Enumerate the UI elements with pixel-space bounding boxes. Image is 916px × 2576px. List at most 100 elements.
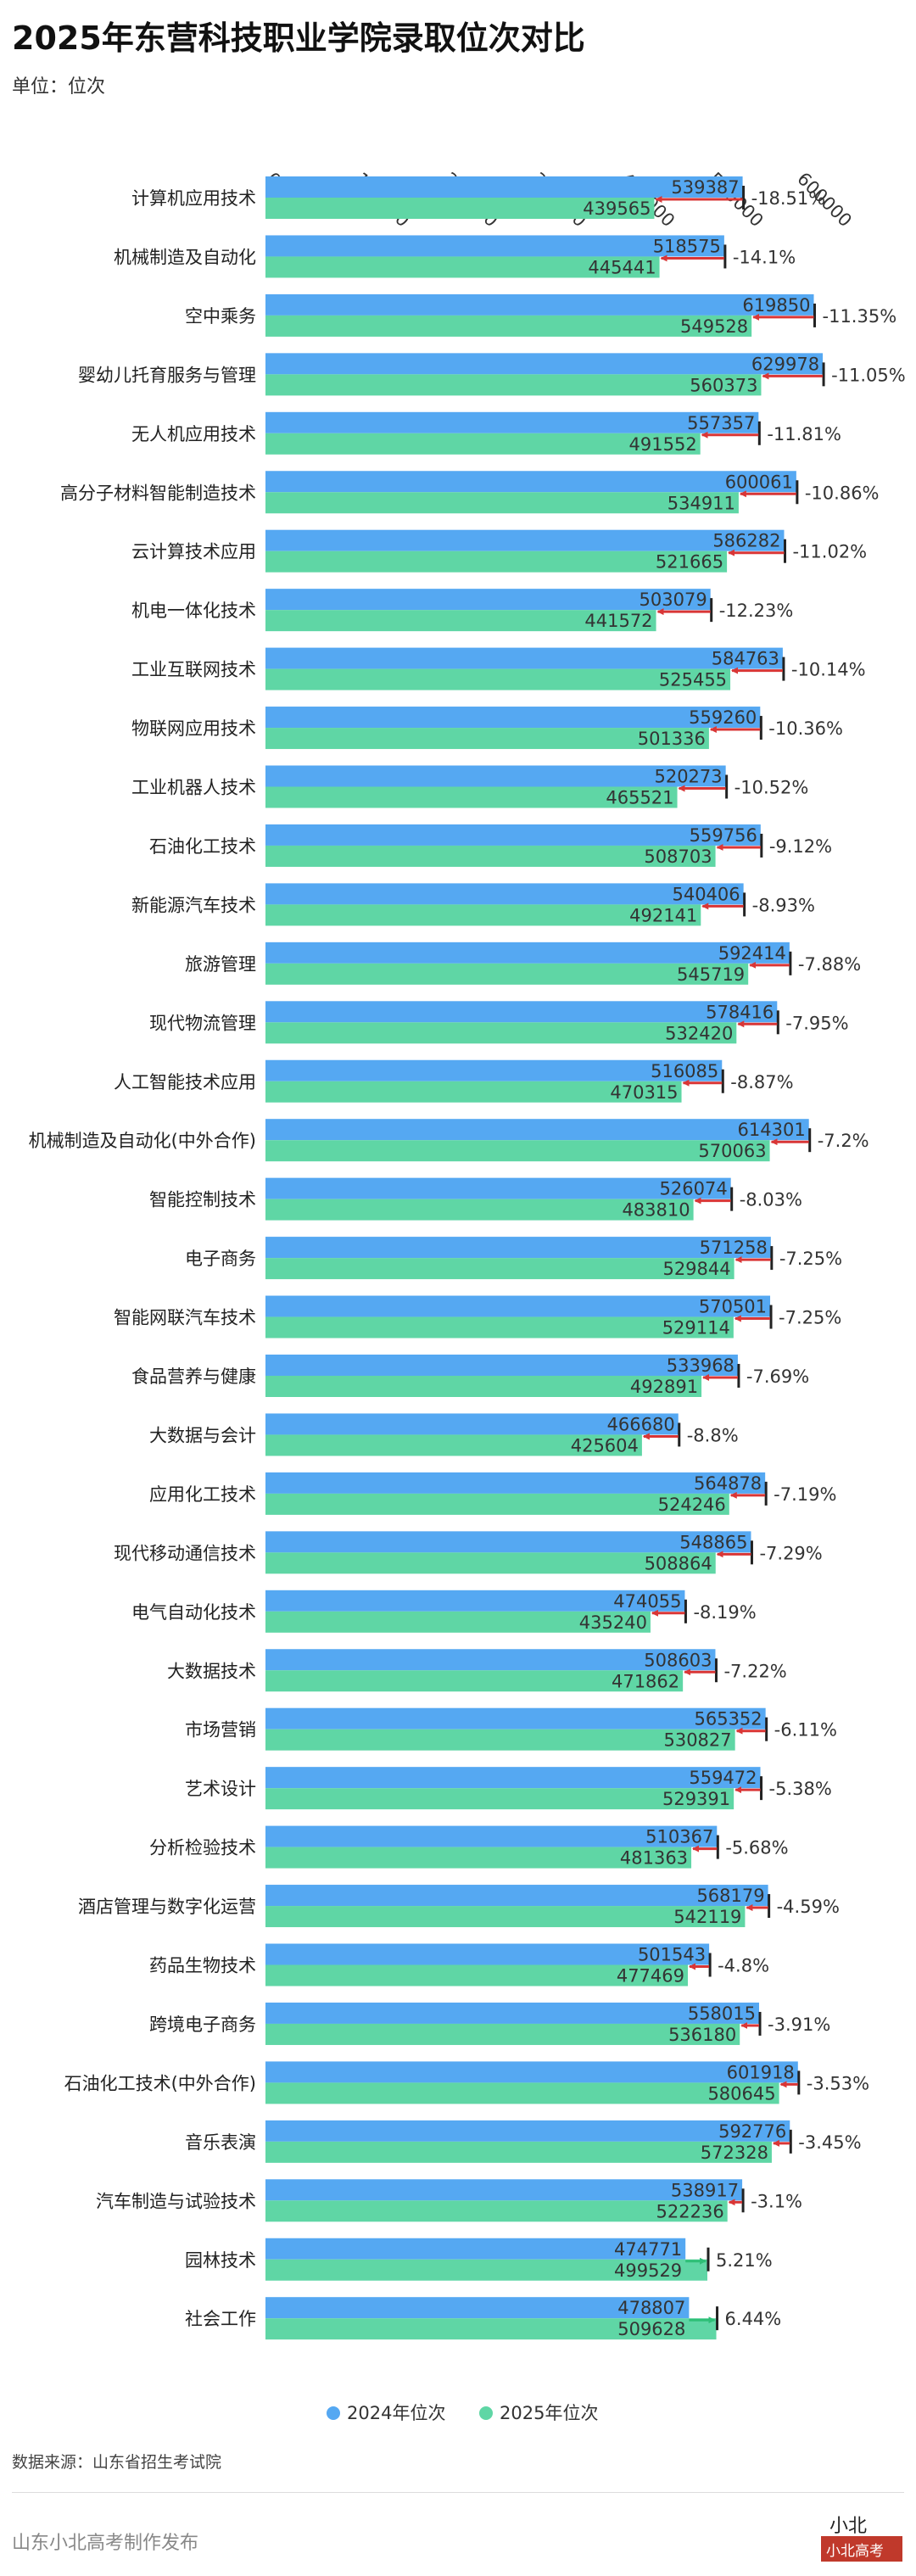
bar-2025 xyxy=(265,433,701,455)
change-percent-label: -3.45% xyxy=(798,2132,861,2153)
change-percent-label: -9.12% xyxy=(769,836,832,857)
bar-2024 xyxy=(265,883,744,905)
bar-2024 xyxy=(265,2120,790,2142)
bar-2024 xyxy=(265,2238,686,2260)
bar-2024 xyxy=(265,1531,751,1553)
divider xyxy=(12,2492,904,2493)
value-label-2024: 564878 xyxy=(694,1473,762,1494)
bar-2025 xyxy=(265,1788,734,1810)
bar-2024 xyxy=(265,2179,743,2201)
value-label-2025: 549528 xyxy=(680,316,748,337)
value-label-2025: 534911 xyxy=(667,493,735,513)
value-label-2025: 483810 xyxy=(622,1200,690,1221)
logo-bottom-text: 小北高考 xyxy=(826,2543,884,2560)
category-label: 艺术设计 xyxy=(185,1779,256,1799)
value-label-2025: 524246 xyxy=(658,1495,726,1515)
bar-2025 xyxy=(265,963,749,985)
bar-2025 xyxy=(265,1964,689,1986)
bar-2025 xyxy=(265,786,678,808)
change-percent-label: -8.93% xyxy=(752,895,815,915)
category-label: 智能网联汽车技术 xyxy=(114,1308,256,1328)
change-percent-label: -12.23% xyxy=(719,601,794,621)
category-label: 机械制造及自动化 xyxy=(114,247,256,267)
value-label-2024: 565352 xyxy=(694,1709,762,1729)
value-label-2025: 481363 xyxy=(620,1848,688,1869)
category-label: 无人机应用技术 xyxy=(131,424,256,444)
change-percent-label: -18.51% xyxy=(751,188,826,209)
category-label: 音乐表演 xyxy=(185,2132,256,2153)
change-percent-label: -7.19% xyxy=(774,1484,836,1505)
legend-swatch-2025 xyxy=(479,2406,493,2420)
bar-2025 xyxy=(265,1493,729,1515)
value-label-2025: 521665 xyxy=(656,552,723,573)
value-label-2025: 570063 xyxy=(698,1141,766,1161)
category-label: 工业互联网技术 xyxy=(131,660,256,680)
bar-2024 xyxy=(265,1767,761,1789)
bar-2025 xyxy=(265,1258,734,1280)
value-label-2024: 538917 xyxy=(671,2180,739,2200)
change-percent-label: -8.87% xyxy=(730,1072,793,1092)
bar-2024 xyxy=(265,824,761,846)
value-label-2025: 508703 xyxy=(644,847,712,867)
change-percent-label: -4.8% xyxy=(718,1956,769,1976)
bar-2024 xyxy=(265,589,711,611)
value-label-2024: 533968 xyxy=(667,1355,734,1376)
category-label: 机械制造及自动化(中外合作) xyxy=(29,1131,256,1151)
value-label-2025: 509628 xyxy=(617,2319,685,2339)
category-label: 旅游管理 xyxy=(185,954,256,975)
bar-2024 xyxy=(265,411,759,433)
legend-label-2025: 2025年位次 xyxy=(500,2403,598,2423)
category-label: 电子商务 xyxy=(185,1249,256,1269)
change-percent-label: 5.21% xyxy=(716,2250,773,2271)
category-label: 婴幼儿托育服务与管理 xyxy=(78,365,256,385)
value-label-2025: 529391 xyxy=(662,1789,730,1809)
bar-2025 xyxy=(265,1906,746,1928)
value-label-2025: 529114 xyxy=(662,1318,730,1338)
bar-2025 xyxy=(265,1316,734,1338)
bar-2025 xyxy=(265,315,752,337)
bar-2025 xyxy=(265,1081,682,1103)
value-label-2025: 532420 xyxy=(665,1023,733,1043)
bar-2024 xyxy=(265,176,743,198)
change-percent-label: -4.59% xyxy=(777,1897,840,1917)
value-label-2025: 580645 xyxy=(707,2083,775,2104)
change-percent-label: -3.91% xyxy=(768,2014,830,2035)
bar-2024 xyxy=(265,1649,716,1671)
bar-2025 xyxy=(265,550,728,573)
value-label-2024: 629978 xyxy=(751,354,819,374)
value-label-2024: 614301 xyxy=(738,1120,806,1140)
value-label-2024: 570501 xyxy=(699,1297,767,1317)
change-percent-label: -6.11% xyxy=(774,1720,837,1741)
bar-2024 xyxy=(265,1825,718,1847)
category-label: 药品生物技术 xyxy=(149,1956,256,1976)
bar-2025 xyxy=(265,1022,737,1044)
bar-2024 xyxy=(265,942,790,964)
bar-2024 xyxy=(265,647,783,669)
bar-2024 xyxy=(265,529,785,551)
category-label: 社会工作 xyxy=(185,2309,256,2329)
category-label: 智能控制技术 xyxy=(149,1190,256,1210)
category-label: 现代移动通信技术 xyxy=(114,1543,256,1563)
chart-title: 2025年东营科技职业学院录取位次对比 xyxy=(12,20,585,57)
change-percent-label: -11.05% xyxy=(831,365,906,385)
bar-2025 xyxy=(265,2082,779,2104)
value-label-2025: 477469 xyxy=(617,1966,684,1986)
bar-2024 xyxy=(265,1590,685,1612)
value-label-2024: 508603 xyxy=(644,1650,712,1670)
bar-2024 xyxy=(265,1355,738,1376)
logo-top-text: 小北 xyxy=(829,2516,868,2537)
value-label-2024: 474771 xyxy=(614,2239,682,2260)
value-label-2024: 584763 xyxy=(712,649,779,669)
value-label-2024: 540406 xyxy=(672,884,740,904)
category-label: 石油化工技术(中外合作) xyxy=(64,2073,256,2093)
change-percent-label: -7.95% xyxy=(785,1013,848,1033)
value-label-2025: 508864 xyxy=(645,1553,712,1573)
unit-label: 单位：位次 xyxy=(12,76,106,98)
bar-2025 xyxy=(265,1434,642,1456)
value-label-2024: 586282 xyxy=(712,531,780,551)
value-label-2024: 568179 xyxy=(696,1886,764,1906)
value-label-2024: 559756 xyxy=(690,825,757,846)
bar-2024 xyxy=(265,1707,766,1729)
value-label-2025: 492891 xyxy=(630,1377,698,1397)
category-label: 跨境电子商务 xyxy=(149,2014,256,2035)
